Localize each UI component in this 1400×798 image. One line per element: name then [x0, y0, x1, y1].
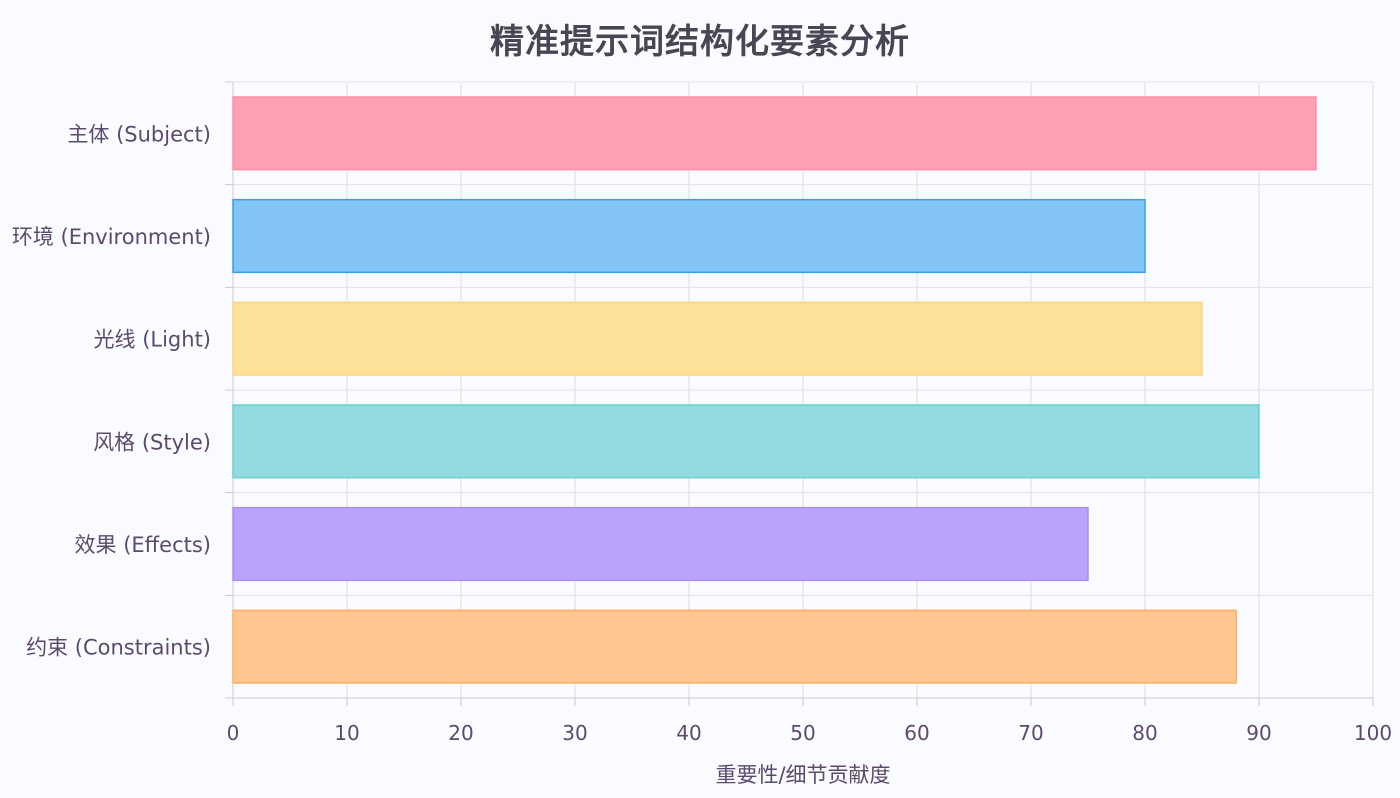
x-axis-title: 重要性/细节贡献度 [715, 763, 890, 787]
category-label: 环境 (Environment) [12, 225, 211, 249]
category-label: 效果 (Effects) [75, 533, 211, 557]
bar [232, 609, 1237, 684]
x-tick-label: 60 [904, 721, 929, 745]
category-label: 风格 (Style) [93, 430, 211, 454]
x-tick-label: 70 [1018, 721, 1043, 745]
x-tick-label: 80 [1132, 721, 1157, 745]
x-tick-label: 10 [334, 721, 359, 745]
bar [232, 198, 1146, 274]
x-tick-label: 90 [1246, 721, 1271, 745]
x-tick-label: 100 [1354, 721, 1392, 745]
bar-layer [232, 96, 1317, 684]
x-tick-label: 40 [676, 721, 701, 745]
x-tick-label: 50 [790, 721, 815, 745]
grid-layer [225, 81, 1374, 706]
bar [232, 96, 1317, 171]
category-label: 主体 (Subject) [67, 122, 211, 146]
category-label: 约束 (Constraints) [26, 636, 211, 660]
category-label: 光线 (Light) [94, 328, 211, 352]
chart-title: 精准提示词结构化要素分析 [490, 22, 910, 62]
x-tick-label: 30 [562, 721, 587, 745]
label-layer: 0 10 20 30 40 50 60 70 80 90 100 主体 (Subject) 环境 (En… [12, 122, 1392, 745]
bar [232, 404, 1260, 479]
x-tick-label: 0 [227, 721, 240, 745]
bar [232, 301, 1203, 376]
x-tick-label: 20 [448, 721, 473, 745]
bar [232, 506, 1089, 582]
